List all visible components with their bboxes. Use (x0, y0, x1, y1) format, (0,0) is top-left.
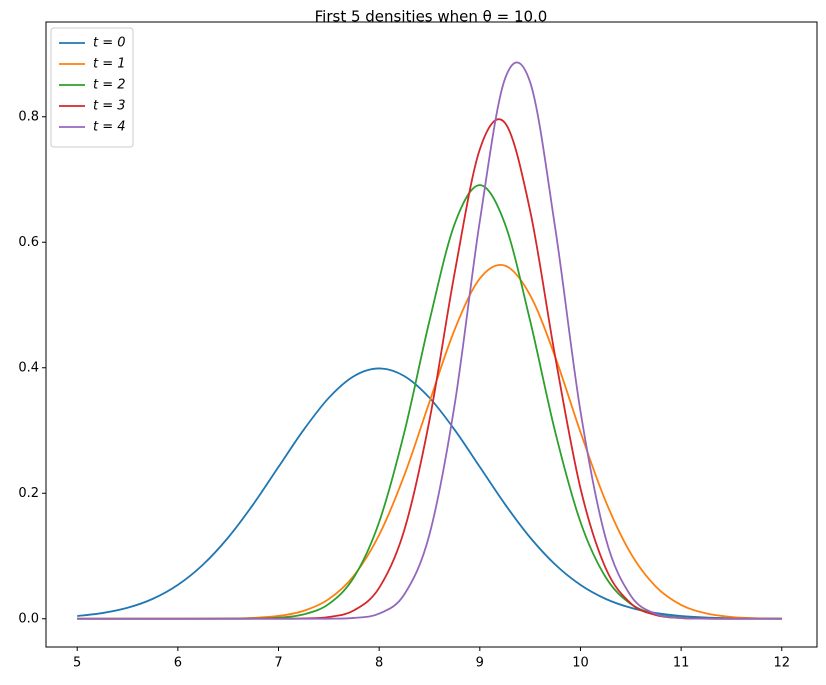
series-line (77, 118, 782, 620)
x-tick-label: 8 (375, 656, 383, 671)
y-tick-label: 0.4 (18, 360, 39, 375)
legend-label: t = 4 (93, 120, 126, 135)
x-tick-label: 5 (73, 656, 81, 671)
legend-label: t = 1 (93, 57, 126, 72)
x-tick-label: 6 (174, 656, 182, 671)
legend-label: t = 2 (93, 78, 126, 93)
legend-box (50, 27, 134, 148)
x-tick-label: 12 (773, 656, 790, 671)
legend-label: t = 0 (93, 36, 126, 51)
y-tick-label: 0.0 (18, 611, 39, 626)
y-tick-label: 0.6 (18, 235, 39, 250)
x-tick-label: 10 (572, 656, 589, 671)
series-line (77, 367, 782, 620)
x-tick-label: 7 (274, 656, 282, 671)
chart-title: First 5 densities when θ = 10.0 (315, 8, 548, 26)
plot-frame (45, 21, 818, 648)
x-tick-label: 11 (673, 656, 690, 671)
y-tick-label: 0.8 (18, 109, 39, 124)
series-line (77, 61, 782, 620)
legend-label: t = 3 (93, 99, 126, 114)
y-tick-label: 0.2 (18, 486, 39, 501)
x-tick-label: 9 (476, 656, 484, 671)
legend: t = 0 t = 1 t = 2 t = 3 t = 4 (50, 27, 134, 148)
